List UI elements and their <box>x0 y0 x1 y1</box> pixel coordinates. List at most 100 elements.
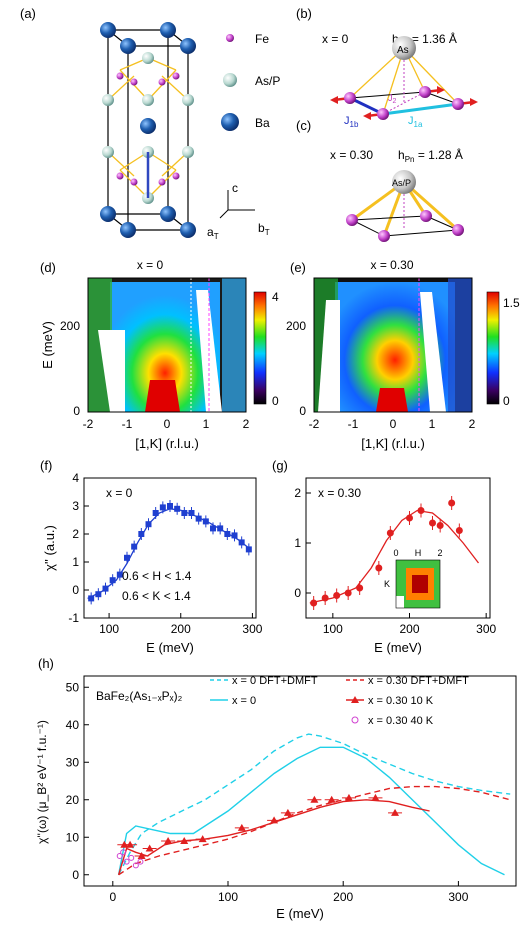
j1b-label: J1b <box>344 115 359 129</box>
y-tick-label: 10 <box>66 830 80 844</box>
ba-atoms <box>100 22 196 238</box>
data-point <box>95 591 102 598</box>
xticks-g: 100 200 300 <box>323 622 497 636</box>
x-tick-label: 200 <box>171 622 191 636</box>
data-point <box>152 510 159 516</box>
y-tick-label: 1 <box>294 536 301 550</box>
fe-atom <box>419 86 431 98</box>
data-point <box>174 505 181 512</box>
axis-b-label: bT <box>258 221 270 237</box>
data-point <box>231 532 238 539</box>
legend-as-label: As/P <box>255 74 280 88</box>
j1a-main: J <box>408 115 414 127</box>
x-tick: 2 <box>469 417 476 431</box>
panel-f: (f) -1 0 1 2 3 4 100 200 300 x = 0 0.6 < H < 1.… <box>40 458 263 655</box>
inset-xtick: 0 <box>393 548 398 558</box>
data-point <box>145 521 152 528</box>
legend-as-icon <box>223 73 237 87</box>
data-point <box>167 503 173 509</box>
panel-label-g: (g) <box>272 458 288 473</box>
spin-arrows <box>330 86 478 120</box>
yticks-g: 0 1 2 <box>294 486 301 600</box>
x-tick-label: 100 <box>323 622 343 636</box>
panel-h-xlabel: E (meV) <box>276 906 324 921</box>
y-tick: 0 <box>299 404 306 418</box>
axis-b-main: b <box>258 221 265 235</box>
panel-f-ylabel: χ'' (a.u.) <box>42 525 57 571</box>
inset-core <box>412 575 428 593</box>
inset-map: 0 H 2 K <box>384 548 443 609</box>
panel-d-xlabel: [1,K] (r.l.u.) <box>135 436 199 451</box>
fe-atom <box>420 210 432 222</box>
heatmap-d-peak <box>145 380 180 412</box>
data-point <box>145 844 154 852</box>
as-atom-label: As <box>397 45 409 56</box>
panel-e-xlabel: [1,K] (r.l.u.) <box>361 436 425 451</box>
panel-d-title: x = 0 <box>137 258 164 272</box>
fit-curve-f <box>87 508 250 599</box>
y-tick: 200 <box>60 319 80 333</box>
series-lines-h <box>117 733 511 876</box>
data-point <box>159 504 166 511</box>
data-point <box>120 849 127 856</box>
data-point <box>131 543 138 550</box>
series-line <box>117 746 505 876</box>
data-point <box>245 546 252 553</box>
heatmap-d-right <box>222 278 246 412</box>
y-tick-label: 1 <box>72 555 79 569</box>
y-tick-label: 0 <box>72 868 79 882</box>
as-atoms <box>102 52 194 204</box>
x-tick-label: 300 <box>476 622 496 636</box>
axis-c-label: c <box>232 181 238 195</box>
panel-c-h: hPn = 1.28 Å <box>398 147 463 164</box>
data-point <box>102 585 109 592</box>
x-tick: -2 <box>309 417 320 431</box>
j1b-main: J <box>344 115 350 127</box>
data-point <box>310 795 319 803</box>
tick-marks-g <box>306 492 487 618</box>
data-point <box>283 808 292 816</box>
legend-fe-label: Fe <box>255 32 269 46</box>
data-point <box>310 599 318 607</box>
axis-a-label: aT <box>207 225 219 241</box>
panel-c-h-sub: Pn <box>405 155 415 164</box>
y-tick-label: 0 <box>72 583 79 597</box>
legend-item: x = 0.30 DFT+DMFT <box>368 675 469 687</box>
x-tick-label: 300 <box>242 622 262 636</box>
data-point <box>128 854 135 861</box>
x-tick: 0 <box>390 417 397 431</box>
fe-atom <box>452 98 464 110</box>
data-point <box>198 835 207 843</box>
data-point <box>237 823 246 831</box>
data-points-f <box>88 500 252 605</box>
j2-main: J <box>388 93 393 103</box>
panel-b-h-value: = 1.36 Å <box>408 31 456 46</box>
axis-a-main: a <box>207 225 214 239</box>
j1a-bond <box>382 102 459 116</box>
inset-mask <box>396 596 404 608</box>
panel-label-h: (h) <box>38 656 54 671</box>
plot-frame-f <box>83 477 257 619</box>
heatmap-d-frame <box>87 277 247 413</box>
panel-c-h-value: = 1.28 Å <box>414 147 462 162</box>
j2-label: J2 <box>388 93 397 105</box>
data-point <box>436 522 444 529</box>
inset-xtick: H <box>415 548 422 558</box>
data-point <box>210 525 216 532</box>
series-line <box>118 785 511 876</box>
data-point <box>327 795 336 803</box>
plot-frame-h <box>83 675 517 887</box>
colorbar-e <box>486 291 500 405</box>
legend-fe-icon <box>226 34 234 42</box>
data-point <box>391 808 400 816</box>
data-point <box>386 529 394 537</box>
y-tick-label: 20 <box>66 793 80 807</box>
y-tick: 0 <box>73 404 80 418</box>
inset-xtick: 2 <box>437 548 442 558</box>
legend-marker <box>351 716 359 724</box>
fe-atom <box>377 108 389 120</box>
data-point <box>375 564 383 572</box>
x-tick: 1 <box>429 417 436 431</box>
x-tick-label: 100 <box>99 622 119 636</box>
